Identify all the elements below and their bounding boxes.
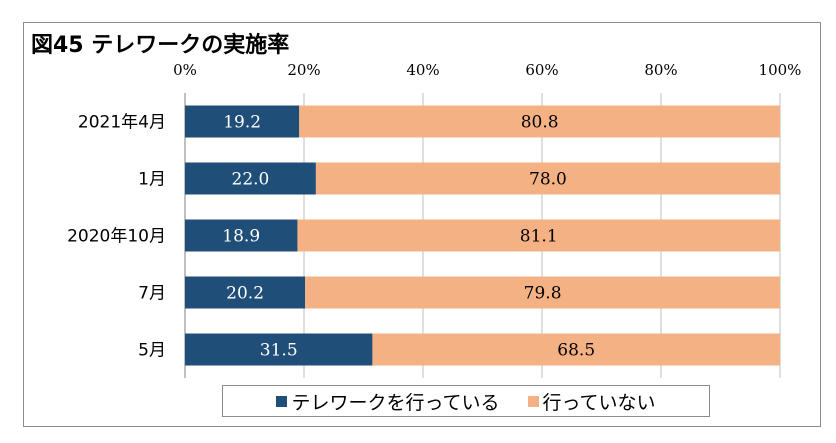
bar-not-teleworking [372,333,780,366]
category-label: 2020年10月 [67,227,166,247]
bar-teleworking [185,162,316,195]
x-tick-label: 80% [644,61,677,79]
bar-teleworking [185,219,298,252]
bar-not-teleworking [305,276,780,309]
data-label: 20.2 [226,284,264,304]
bars: 19.2 80.8 22.0 78.0 18.9 81.1 20.2 79.8 31.5 68.5 [185,105,780,366]
data-label: 81.1 [520,227,558,247]
bar-not-teleworking [297,219,780,252]
data-label: 18.9 [222,227,260,247]
bar-not-teleworking [299,105,780,138]
data-label: 68.5 [557,341,595,361]
legend: テレワークを行っている 行っていない [222,385,710,417]
data-label: 31.5 [260,341,298,361]
chart-frame [23,22,821,427]
category-label: 5月 [138,341,166,361]
legend-swatch-teleworking [276,395,288,407]
x-tick-label: 60% [525,61,558,79]
category-label: 1月 [138,170,166,190]
bar-teleworking [185,105,300,138]
legend-item-not-teleworking: 行っていない [527,388,656,415]
bar-teleworking [185,276,306,309]
data-label: 79.8 [524,284,562,304]
data-label: 78.0 [529,170,567,190]
legend-item-teleworking: テレワークを行っている [276,388,500,415]
x-axis: 0% 20% 40% 60% 80% 100% [173,61,801,378]
category-label: 7月 [138,284,166,304]
legend-swatch-not-teleworking [527,395,539,407]
y-axis: 2021年4月 1月 2020年10月 7月 5月 [67,113,166,361]
data-label: 19.2 [223,113,261,133]
x-tick-label: 100% [759,61,802,79]
legend-label-teleworking: テレワークを行っている [291,391,500,414]
bar-not-teleworking [315,162,780,195]
legend-label-not-teleworking: 行っていない [542,391,656,414]
x-tick-label: 0% [173,61,197,79]
category-label: 2021年4月 [78,113,166,133]
bar-teleworking [185,333,373,366]
x-tick-label: 20% [287,61,320,79]
x-tick-label: 40% [406,61,439,79]
data-label: 80.8 [521,113,559,133]
chart-title: 図45 テレワークの実施率 [31,33,290,58]
data-label: 22.0 [232,170,270,190]
